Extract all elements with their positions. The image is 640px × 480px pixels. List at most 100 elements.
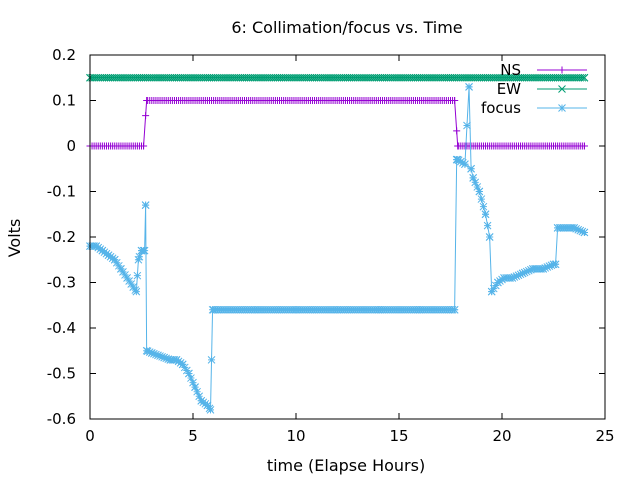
x-tick-label: 5 bbox=[188, 427, 198, 445]
data-point bbox=[152, 350, 160, 359]
data-point bbox=[543, 263, 552, 271]
data-point bbox=[154, 351, 162, 360]
data-point bbox=[141, 201, 150, 210]
series-EW bbox=[86, 73, 589, 82]
data-point bbox=[578, 227, 587, 236]
data-point bbox=[545, 262, 554, 270]
x-tick-label: 10 bbox=[286, 427, 305, 445]
data-point bbox=[491, 281, 500, 290]
data-point bbox=[510, 273, 519, 281]
data-point bbox=[180, 363, 189, 372]
data-point bbox=[104, 251, 113, 260]
data-point bbox=[162, 354, 171, 363]
data-point bbox=[574, 225, 583, 234]
x-tick-label: 15 bbox=[389, 427, 408, 445]
data-point bbox=[250, 305, 259, 314]
data-point bbox=[516, 270, 525, 279]
y-tick-label: -0.5 bbox=[47, 365, 76, 383]
data-point bbox=[164, 355, 173, 363]
data-point bbox=[292, 305, 300, 314]
data-point bbox=[110, 255, 119, 264]
data-point bbox=[461, 160, 469, 169]
data-point bbox=[143, 97, 151, 104]
y-tick-label: -0.6 bbox=[47, 410, 76, 428]
data-point bbox=[454, 142, 462, 150]
y-tick-label: -0.1 bbox=[47, 183, 76, 201]
data-point bbox=[451, 97, 459, 104]
x-tick-label: 20 bbox=[492, 427, 511, 445]
data-point bbox=[522, 267, 531, 276]
data-point bbox=[459, 159, 467, 167]
data-point bbox=[185, 369, 193, 378]
data-point bbox=[518, 269, 527, 278]
legend-label-focus: focus bbox=[481, 99, 521, 117]
data-point bbox=[178, 360, 187, 369]
data-point bbox=[547, 261, 556, 270]
data-point bbox=[500, 274, 508, 282]
y-axis-label: Volts bbox=[5, 219, 24, 258]
data-point bbox=[133, 271, 142, 280]
y-tick-label: -0.3 bbox=[47, 274, 76, 292]
data-point bbox=[487, 287, 496, 296]
axis-ticks: 0 5 10 15 20 25 -0.6 -0.5 -0.4 -0.3 -0.2 -0.1 0 0.1 0.… bbox=[47, 46, 615, 445]
data-point bbox=[514, 271, 523, 280]
plot-area bbox=[86, 73, 589, 414]
data-point bbox=[415, 305, 424, 314]
plot-frame bbox=[89, 54, 606, 420]
data-point bbox=[541, 264, 550, 272]
data-point bbox=[207, 355, 216, 364]
data-point bbox=[197, 396, 206, 405]
data-point bbox=[145, 348, 154, 356]
data-point bbox=[578, 73, 587, 82]
data-point bbox=[150, 349, 158, 358]
series-NS bbox=[86, 97, 588, 150]
data-point bbox=[134, 255, 143, 264]
data-point bbox=[172, 355, 181, 364]
data-point bbox=[580, 73, 589, 82]
data-point bbox=[580, 142, 588, 150]
y-tick-label: 0 bbox=[66, 137, 76, 155]
y-tick-label: 0.1 bbox=[52, 92, 76, 110]
data-point bbox=[481, 210, 490, 219]
data-point bbox=[374, 305, 383, 314]
data-point bbox=[189, 378, 197, 387]
data-point bbox=[539, 264, 548, 273]
data-point bbox=[453, 155, 462, 164]
data-point bbox=[206, 406, 215, 414]
y-tick-label: -0.2 bbox=[47, 228, 76, 246]
data-point bbox=[140, 246, 149, 255]
data-point bbox=[508, 274, 517, 282]
data-point bbox=[580, 228, 589, 237]
data-point bbox=[483, 221, 492, 230]
data-point bbox=[191, 383, 199, 392]
data-point bbox=[142, 346, 151, 355]
data-point bbox=[450, 305, 459, 314]
data-point bbox=[114, 261, 123, 270]
data-point bbox=[576, 226, 585, 235]
data-point bbox=[132, 287, 141, 296]
data-point bbox=[465, 82, 473, 91]
data-point bbox=[570, 224, 578, 232]
data-point bbox=[129, 283, 138, 291]
data-point bbox=[333, 305, 342, 314]
data-point bbox=[456, 157, 465, 166]
data-point bbox=[512, 272, 521, 280]
x-axis-label: time (Elapse Hours) bbox=[267, 456, 425, 475]
data-point bbox=[135, 252, 144, 261]
data-point bbox=[489, 284, 498, 293]
data-point bbox=[529, 264, 537, 273]
data-point bbox=[213, 305, 222, 314]
data-point bbox=[92, 242, 101, 250]
y-tick-label: -0.4 bbox=[47, 319, 76, 337]
data-point bbox=[471, 178, 480, 187]
data-point bbox=[160, 353, 169, 362]
data-point bbox=[119, 268, 127, 276]
data-point bbox=[187, 374, 195, 382]
data-point bbox=[166, 355, 175, 364]
data-point bbox=[494, 278, 502, 287]
data-point bbox=[203, 401, 212, 410]
data-point bbox=[526, 265, 535, 274]
y-tick-label: 0.2 bbox=[52, 46, 76, 64]
